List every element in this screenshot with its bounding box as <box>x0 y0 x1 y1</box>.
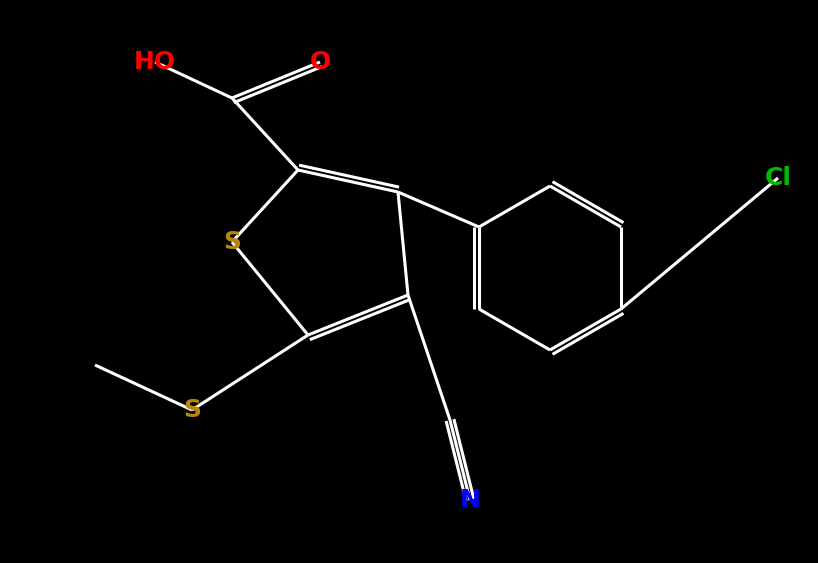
Text: N: N <box>460 488 480 512</box>
Text: O: O <box>309 50 330 74</box>
Text: S: S <box>183 398 201 422</box>
Text: HO: HO <box>134 50 176 74</box>
Text: S: S <box>223 230 241 254</box>
Text: Cl: Cl <box>765 166 792 190</box>
